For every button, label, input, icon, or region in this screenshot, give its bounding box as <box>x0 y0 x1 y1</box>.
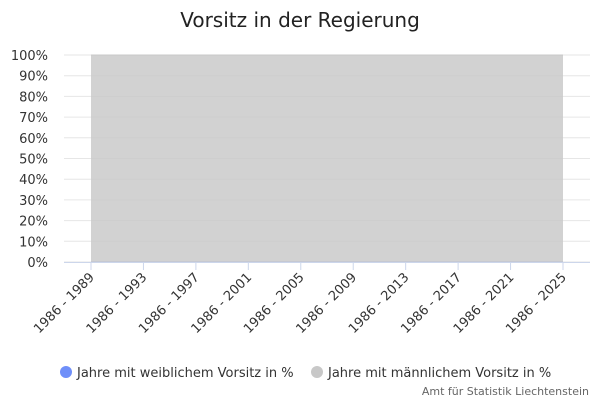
y-tick-label: 10% <box>19 235 48 250</box>
y-tick-label: 100% <box>11 49 48 64</box>
y-tick-label: 50% <box>19 153 48 168</box>
y-tick-label: 20% <box>19 215 48 230</box>
legend-item-label[interactable]: Jahre mit weiblichem Vorsitz in % <box>76 366 294 381</box>
y-tick-label: 40% <box>19 173 48 188</box>
legend-marker <box>311 366 323 378</box>
male-series-area <box>91 55 563 262</box>
chart-credit: Amt für Statistik Liechtenstein <box>422 385 589 398</box>
y-tick-label: 80% <box>19 90 48 105</box>
y-tick-label: 60% <box>19 132 48 147</box>
plot-areas <box>91 54 563 263</box>
y-tick-label: 0% <box>27 256 48 271</box>
legend-marker <box>60 366 72 378</box>
y-axis: 0% 10% 20% 30% 40% 50% 60% 70% 80% 90% 100% <box>11 49 48 271</box>
y-tick-label: 70% <box>19 111 48 126</box>
y-tick-label: 30% <box>19 194 48 209</box>
y-tick-label: 90% <box>19 70 48 85</box>
legend-item-label[interactable]: Jahre mit männlichem Vorsitz in % <box>327 366 551 381</box>
chart-title: Vorsitz in der Regierung <box>180 8 420 32</box>
legend: Jahre mit weiblichem Vorsitz in % Jahre m… <box>60 366 551 381</box>
